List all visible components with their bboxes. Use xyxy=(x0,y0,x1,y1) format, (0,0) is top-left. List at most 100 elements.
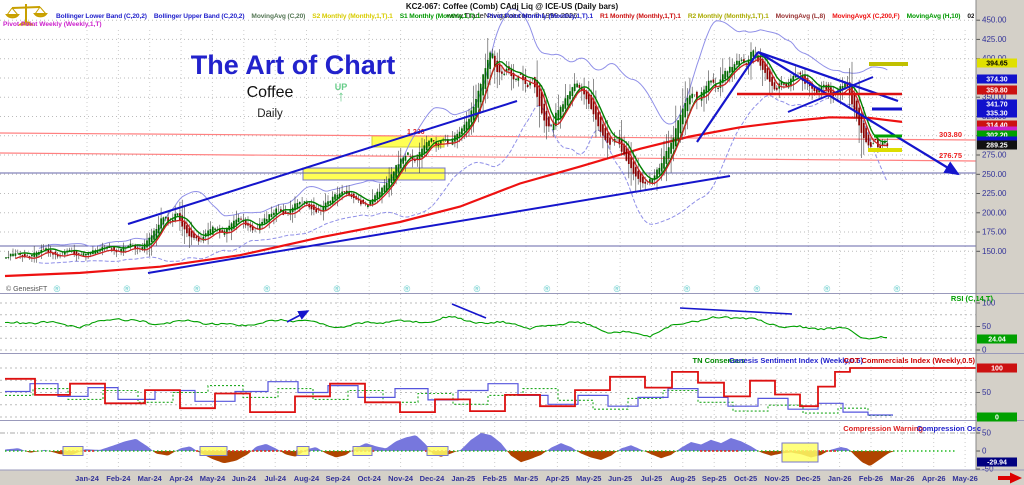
legend-item[interactable]: MovingAvg (C,20) xyxy=(251,13,306,20)
compression-panel-label: Compression Osc xyxy=(917,424,981,433)
value-badge xyxy=(977,120,1017,130)
month-label: Dec-25 xyxy=(796,474,821,483)
value-badge xyxy=(977,334,1017,344)
rsi-trendline xyxy=(451,303,487,319)
trendline[interactable] xyxy=(127,100,518,225)
rsi-trendline xyxy=(286,310,310,323)
cot-commercials-line xyxy=(5,367,976,413)
registered-watermark: ® xyxy=(404,284,411,294)
svg-text:200.00: 200.00 xyxy=(982,208,1007,217)
value-badge xyxy=(977,74,1017,84)
value-badge-text: 302.20 xyxy=(986,133,1008,140)
genesis-sentiment-line xyxy=(5,381,893,416)
up-arrow-icon: ↑ xyxy=(337,88,345,105)
moving-average-high xyxy=(17,55,888,255)
scroll-right-arrow[interactable] xyxy=(998,472,1022,484)
legend-item[interactable]: R1 Monthly (Monthly,1,T).1 xyxy=(600,13,681,20)
value-badge xyxy=(977,412,1017,422)
compression-warning-box xyxy=(296,446,310,456)
registered-watermark: ® xyxy=(194,284,201,294)
value-badge xyxy=(977,130,1017,140)
legend-item[interactable]: Pivot Point Monthly (Monthly,1,T).1 xyxy=(487,13,594,20)
scales-logo-icon xyxy=(5,4,48,26)
value-badge xyxy=(977,457,1017,467)
month-label: Jun-25 xyxy=(608,474,632,483)
legend-item[interactable]: S2 Monthly (Monthly,1,T).1 xyxy=(312,13,393,20)
svg-text:50: 50 xyxy=(982,429,991,438)
value-badge-text: 341.70 xyxy=(986,102,1008,109)
svg-text:50: 50 xyxy=(982,388,991,397)
legend-item[interactable]: S1 Monthly (Monthly,1,T).1 xyxy=(399,13,481,20)
legend-item[interactable]: Pivot Point Weekly (Weekly,1,T) xyxy=(3,21,102,28)
rsi-trendline xyxy=(679,307,793,315)
price-level-label: 276.75 xyxy=(939,151,962,160)
trendline[interactable] xyxy=(757,51,960,176)
highlight-box xyxy=(371,135,445,148)
registered-watermark: ® xyxy=(264,284,271,294)
svg-text:450.00: 450.00 xyxy=(982,16,1007,25)
value-badge xyxy=(977,85,1017,95)
compression-warning-box-large xyxy=(781,442,819,463)
up-label: UP xyxy=(334,82,348,92)
value-badge-text: -29.94 xyxy=(987,460,1007,467)
value-badge xyxy=(977,99,1017,109)
month-label: May-26 xyxy=(952,474,977,483)
compression-warning-box xyxy=(199,446,228,456)
registered-watermark: ® xyxy=(824,284,831,294)
month-label: Jul-25 xyxy=(641,474,663,483)
chart-instrument: Coffee xyxy=(246,84,294,101)
month-label: Nov-24 xyxy=(388,474,414,483)
month-label: Mar-24 xyxy=(138,474,163,483)
value-badge xyxy=(977,363,1017,373)
rsi-line xyxy=(4,315,887,340)
tn-consensus-line xyxy=(5,385,893,417)
svg-text:0: 0 xyxy=(982,447,987,456)
month-label: Sep-25 xyxy=(702,474,727,483)
month-label: Apr-26 xyxy=(922,474,946,483)
registered-watermark: ® xyxy=(54,284,61,294)
indicator-legend-row2: Pivot Point Weekly (Weekly,1,T) xyxy=(3,21,102,28)
price-level-label: 303.80 xyxy=(939,130,962,139)
trendline[interactable] xyxy=(696,51,759,143)
month-label: Oct-25 xyxy=(734,474,757,483)
legend-item[interactable]: MovingAvgX (C,200,F) xyxy=(832,13,900,20)
month-label: Sep-24 xyxy=(326,474,351,483)
legend-item[interactable]: Bollinger Upper Band (C,20,2) xyxy=(153,13,245,20)
value-badge-text: 289.25 xyxy=(986,143,1008,150)
bollinger-lower-band xyxy=(38,95,888,264)
month-label: Jun-24 xyxy=(232,474,257,483)
registered-watermark: ® xyxy=(754,284,761,294)
month-label: May-25 xyxy=(576,474,601,483)
month-label: Apr-25 xyxy=(546,474,570,483)
legend-item[interactable]: Bollinger Lower Band (C,20,2) xyxy=(56,13,147,20)
trendline[interactable] xyxy=(147,175,731,274)
registered-watermark: ® xyxy=(334,284,341,294)
candle-wicks xyxy=(5,38,888,263)
month-label: Jul-24 xyxy=(264,474,287,483)
month-label: Aug-24 xyxy=(294,474,320,483)
value-badge-text: 100 xyxy=(991,366,1003,373)
registered-watermark: ® xyxy=(474,284,481,294)
up-trend-marker: UP ↑ xyxy=(330,82,352,105)
compression-panel-label: Compression Warning xyxy=(843,424,923,433)
bollinger-upper-band xyxy=(38,8,888,249)
month-label: Jan-25 xyxy=(451,474,475,483)
legend-item[interactable]: R2 Monthly (Monthly,1,T).1 xyxy=(687,13,769,20)
compression-osc-negative xyxy=(5,451,895,466)
month-label: Feb-25 xyxy=(483,474,507,483)
value-badge-text: 394.65 xyxy=(986,61,1008,68)
time-axis-band xyxy=(0,470,1024,485)
value-badge-text: 359.80 xyxy=(986,88,1008,95)
value-badge xyxy=(977,58,1017,68)
value-badge-text: 0 xyxy=(995,415,999,422)
legend-item[interactable]: MovingAvg (L,8) xyxy=(775,13,826,20)
month-label: Oct-24 xyxy=(358,474,382,483)
sentiment-panel-label: Genesis Sentiment Index (Weekly,0.5) xyxy=(729,356,863,365)
registered-watermark: ® xyxy=(124,284,131,294)
chart-timeframe: Daily xyxy=(257,108,283,120)
svg-text:350.00: 350.00 xyxy=(982,93,1007,102)
legend-item[interactable]: MovingAvg (H,10) xyxy=(906,13,961,20)
legend-item[interactable]: 02/06/2026 = 289.25 (-11.90) xyxy=(967,13,974,20)
